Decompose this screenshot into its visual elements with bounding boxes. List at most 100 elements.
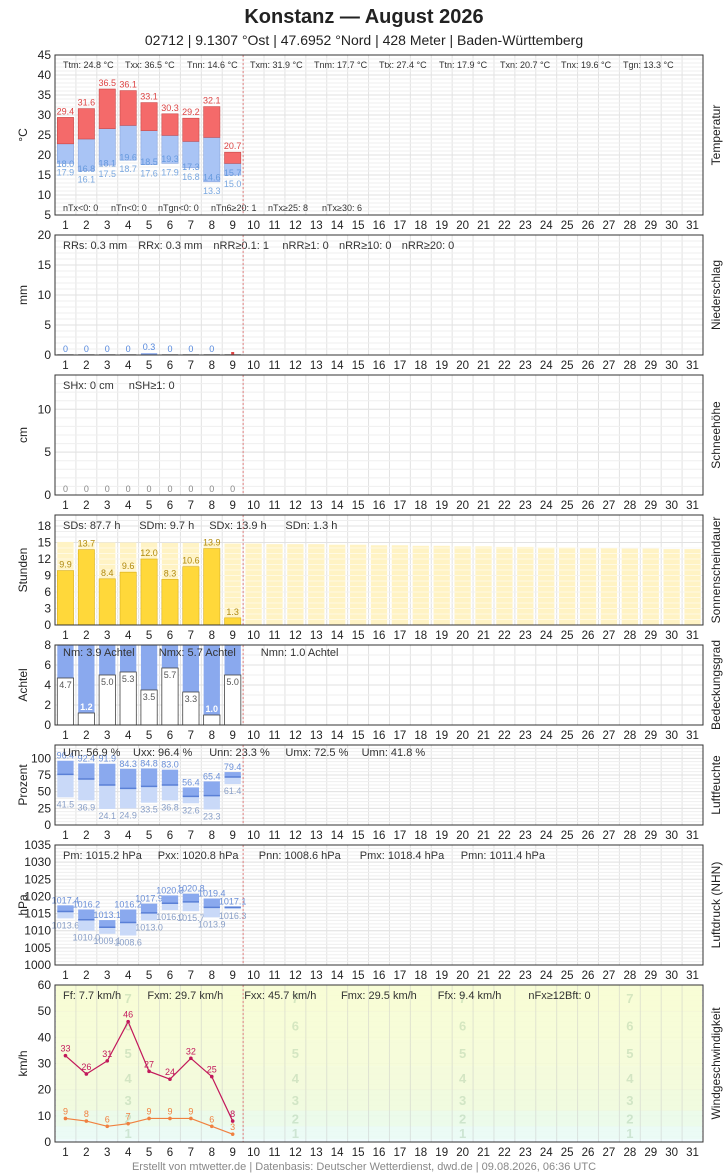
x-tick-label: 19 bbox=[435, 630, 448, 642]
cloud-sky-bar bbox=[78, 645, 95, 713]
pressure-range-bar bbox=[203, 898, 220, 908]
x-tick-label: 20 bbox=[456, 830, 469, 842]
x-tick-label: 3 bbox=[104, 1147, 110, 1159]
x-tick-label: 1 bbox=[62, 830, 68, 842]
x-tick-label: 28 bbox=[623, 630, 636, 642]
humidity-range-bar bbox=[57, 774, 74, 798]
wind-mean-point bbox=[126, 1121, 130, 1126]
x-tick-label: 31 bbox=[686, 220, 699, 232]
beaufort-scale-label: 2 bbox=[292, 1111, 299, 1126]
sunshine-max-bar bbox=[496, 546, 513, 625]
humidity-max-label: 84.8 bbox=[140, 758, 158, 768]
stat-label: Pmx: 1018.4 hPa bbox=[360, 850, 445, 862]
beaufort-scale-label: 7 bbox=[626, 991, 633, 1006]
y-tick-label: 60 bbox=[38, 978, 52, 992]
tmin-data-label: 17.6 bbox=[140, 169, 158, 179]
x-tick-label: 28 bbox=[623, 730, 636, 742]
y-tick-label: 1020 bbox=[24, 889, 51, 903]
x-tick-label: 27 bbox=[603, 830, 616, 842]
stat-label: Umn: 41.8 % bbox=[362, 747, 426, 759]
beaufort-scale-label: 6 bbox=[459, 1019, 466, 1034]
beaufort-scale-label: 2 bbox=[459, 1111, 466, 1126]
humidity-min-label: 23.3 bbox=[203, 811, 221, 821]
tmax-bar bbox=[77, 108, 95, 140]
stat-label: Tnx: 19.6 °C bbox=[561, 60, 612, 70]
y-tick-label: 1025 bbox=[24, 872, 51, 886]
y-tick-label: 15 bbox=[38, 536, 52, 550]
humidity-min-label: 36.9 bbox=[78, 802, 96, 812]
tmean-data-label: 19.6 bbox=[119, 153, 137, 163]
beaufort-scale-label: 1 bbox=[626, 1126, 633, 1141]
stat-label: SHx: 0 cm bbox=[63, 380, 114, 392]
x-tick-label: 17 bbox=[394, 970, 407, 982]
humidity-range-bar bbox=[57, 760, 74, 775]
tmax-bar bbox=[140, 102, 158, 131]
pressure-range-bar bbox=[182, 901, 200, 912]
tmean-data-label: 16.8 bbox=[78, 164, 96, 174]
wind-gust-label: 46 bbox=[123, 1010, 133, 1020]
sunshine-max-bar bbox=[517, 546, 534, 625]
sunshine-max-bar bbox=[245, 543, 262, 625]
x-tick-label: 18 bbox=[414, 220, 427, 232]
sunshine-bar bbox=[203, 548, 221, 626]
plot-frame bbox=[54, 54, 704, 216]
x-tick-label: 14 bbox=[331, 1147, 344, 1159]
humidity-min-label: 24.9 bbox=[119, 810, 137, 820]
y-tick-label: 1010 bbox=[24, 924, 51, 938]
snow-data-label: 0 bbox=[84, 484, 89, 494]
tmax-data-label: 33.1 bbox=[140, 92, 158, 102]
y-tick-label: 8 bbox=[44, 638, 51, 652]
tmax-data-label: 29.2 bbox=[182, 107, 200, 117]
x-tick-label: 23 bbox=[519, 1147, 532, 1159]
x-tick-label: 15 bbox=[352, 1147, 365, 1159]
pressure-min-label: 1016.0 bbox=[156, 912, 184, 922]
wind-mean-label: 8 bbox=[84, 1109, 89, 1119]
beaufort-band bbox=[56, 1126, 702, 1140]
humidity-min-label: 61.4 bbox=[224, 786, 242, 796]
beaufort-scale-label: 6 bbox=[292, 1019, 299, 1034]
beaufort-scale-label: 5 bbox=[626, 1046, 633, 1061]
pressure-max-label: 1017.9 bbox=[135, 894, 163, 904]
tmean-data-label: 18.5 bbox=[140, 157, 158, 167]
x-tick-label: 8 bbox=[209, 220, 215, 232]
humidity-range-bar bbox=[78, 763, 95, 779]
plot-frame bbox=[54, 984, 704, 1143]
x-tick-label: 2 bbox=[83, 730, 89, 742]
sunshine-max-bar bbox=[412, 545, 429, 625]
beaufort-band bbox=[56, 1066, 702, 1090]
x-tick-label: 9 bbox=[229, 630, 235, 642]
x-tick-label: 4 bbox=[125, 830, 132, 842]
x-tick-label: 5 bbox=[146, 970, 152, 982]
x-tick-label: 23 bbox=[519, 830, 532, 842]
stat-label: nSH≥1: 0 bbox=[129, 380, 175, 392]
pressure-range-bar bbox=[140, 912, 158, 921]
beaufort-scale-label: 4 bbox=[459, 1071, 467, 1086]
x-tick-label: 2 bbox=[83, 220, 89, 232]
x-tick-label: 27 bbox=[603, 500, 616, 512]
humidity-max-label: 65.4 bbox=[203, 771, 221, 781]
x-tick-label: 8 bbox=[209, 830, 215, 842]
x-tick-label: 27 bbox=[603, 1147, 616, 1159]
x-tick-label: 13 bbox=[310, 630, 323, 642]
x-tick-label: 1 bbox=[62, 220, 68, 232]
y-tick-label: 50 bbox=[38, 785, 52, 799]
x-tick-label: 22 bbox=[498, 830, 511, 842]
humidity-max-label: 96.4 bbox=[57, 751, 75, 761]
pressure-min-label: 1009.1 bbox=[93, 936, 121, 946]
x-tick-label: 20 bbox=[456, 970, 469, 982]
x-tick-label: 29 bbox=[644, 360, 657, 372]
y-tick-label: 0 bbox=[44, 1135, 51, 1149]
humidity-range-bar bbox=[140, 786, 158, 803]
x-tick-label: 14 bbox=[331, 630, 344, 642]
x-tick-label: 14 bbox=[331, 500, 344, 512]
humidity-range-bar bbox=[161, 769, 179, 785]
stat-label: SDs: 87.7 h bbox=[63, 520, 120, 532]
snow-data-label: 0 bbox=[147, 484, 152, 494]
x-tick-label: 10 bbox=[247, 360, 260, 372]
x-tick-label: 7 bbox=[188, 730, 194, 742]
x-tick-label: 15 bbox=[352, 360, 365, 372]
x-tick-label: 31 bbox=[686, 830, 699, 842]
y-tick-label: 20 bbox=[38, 228, 52, 242]
